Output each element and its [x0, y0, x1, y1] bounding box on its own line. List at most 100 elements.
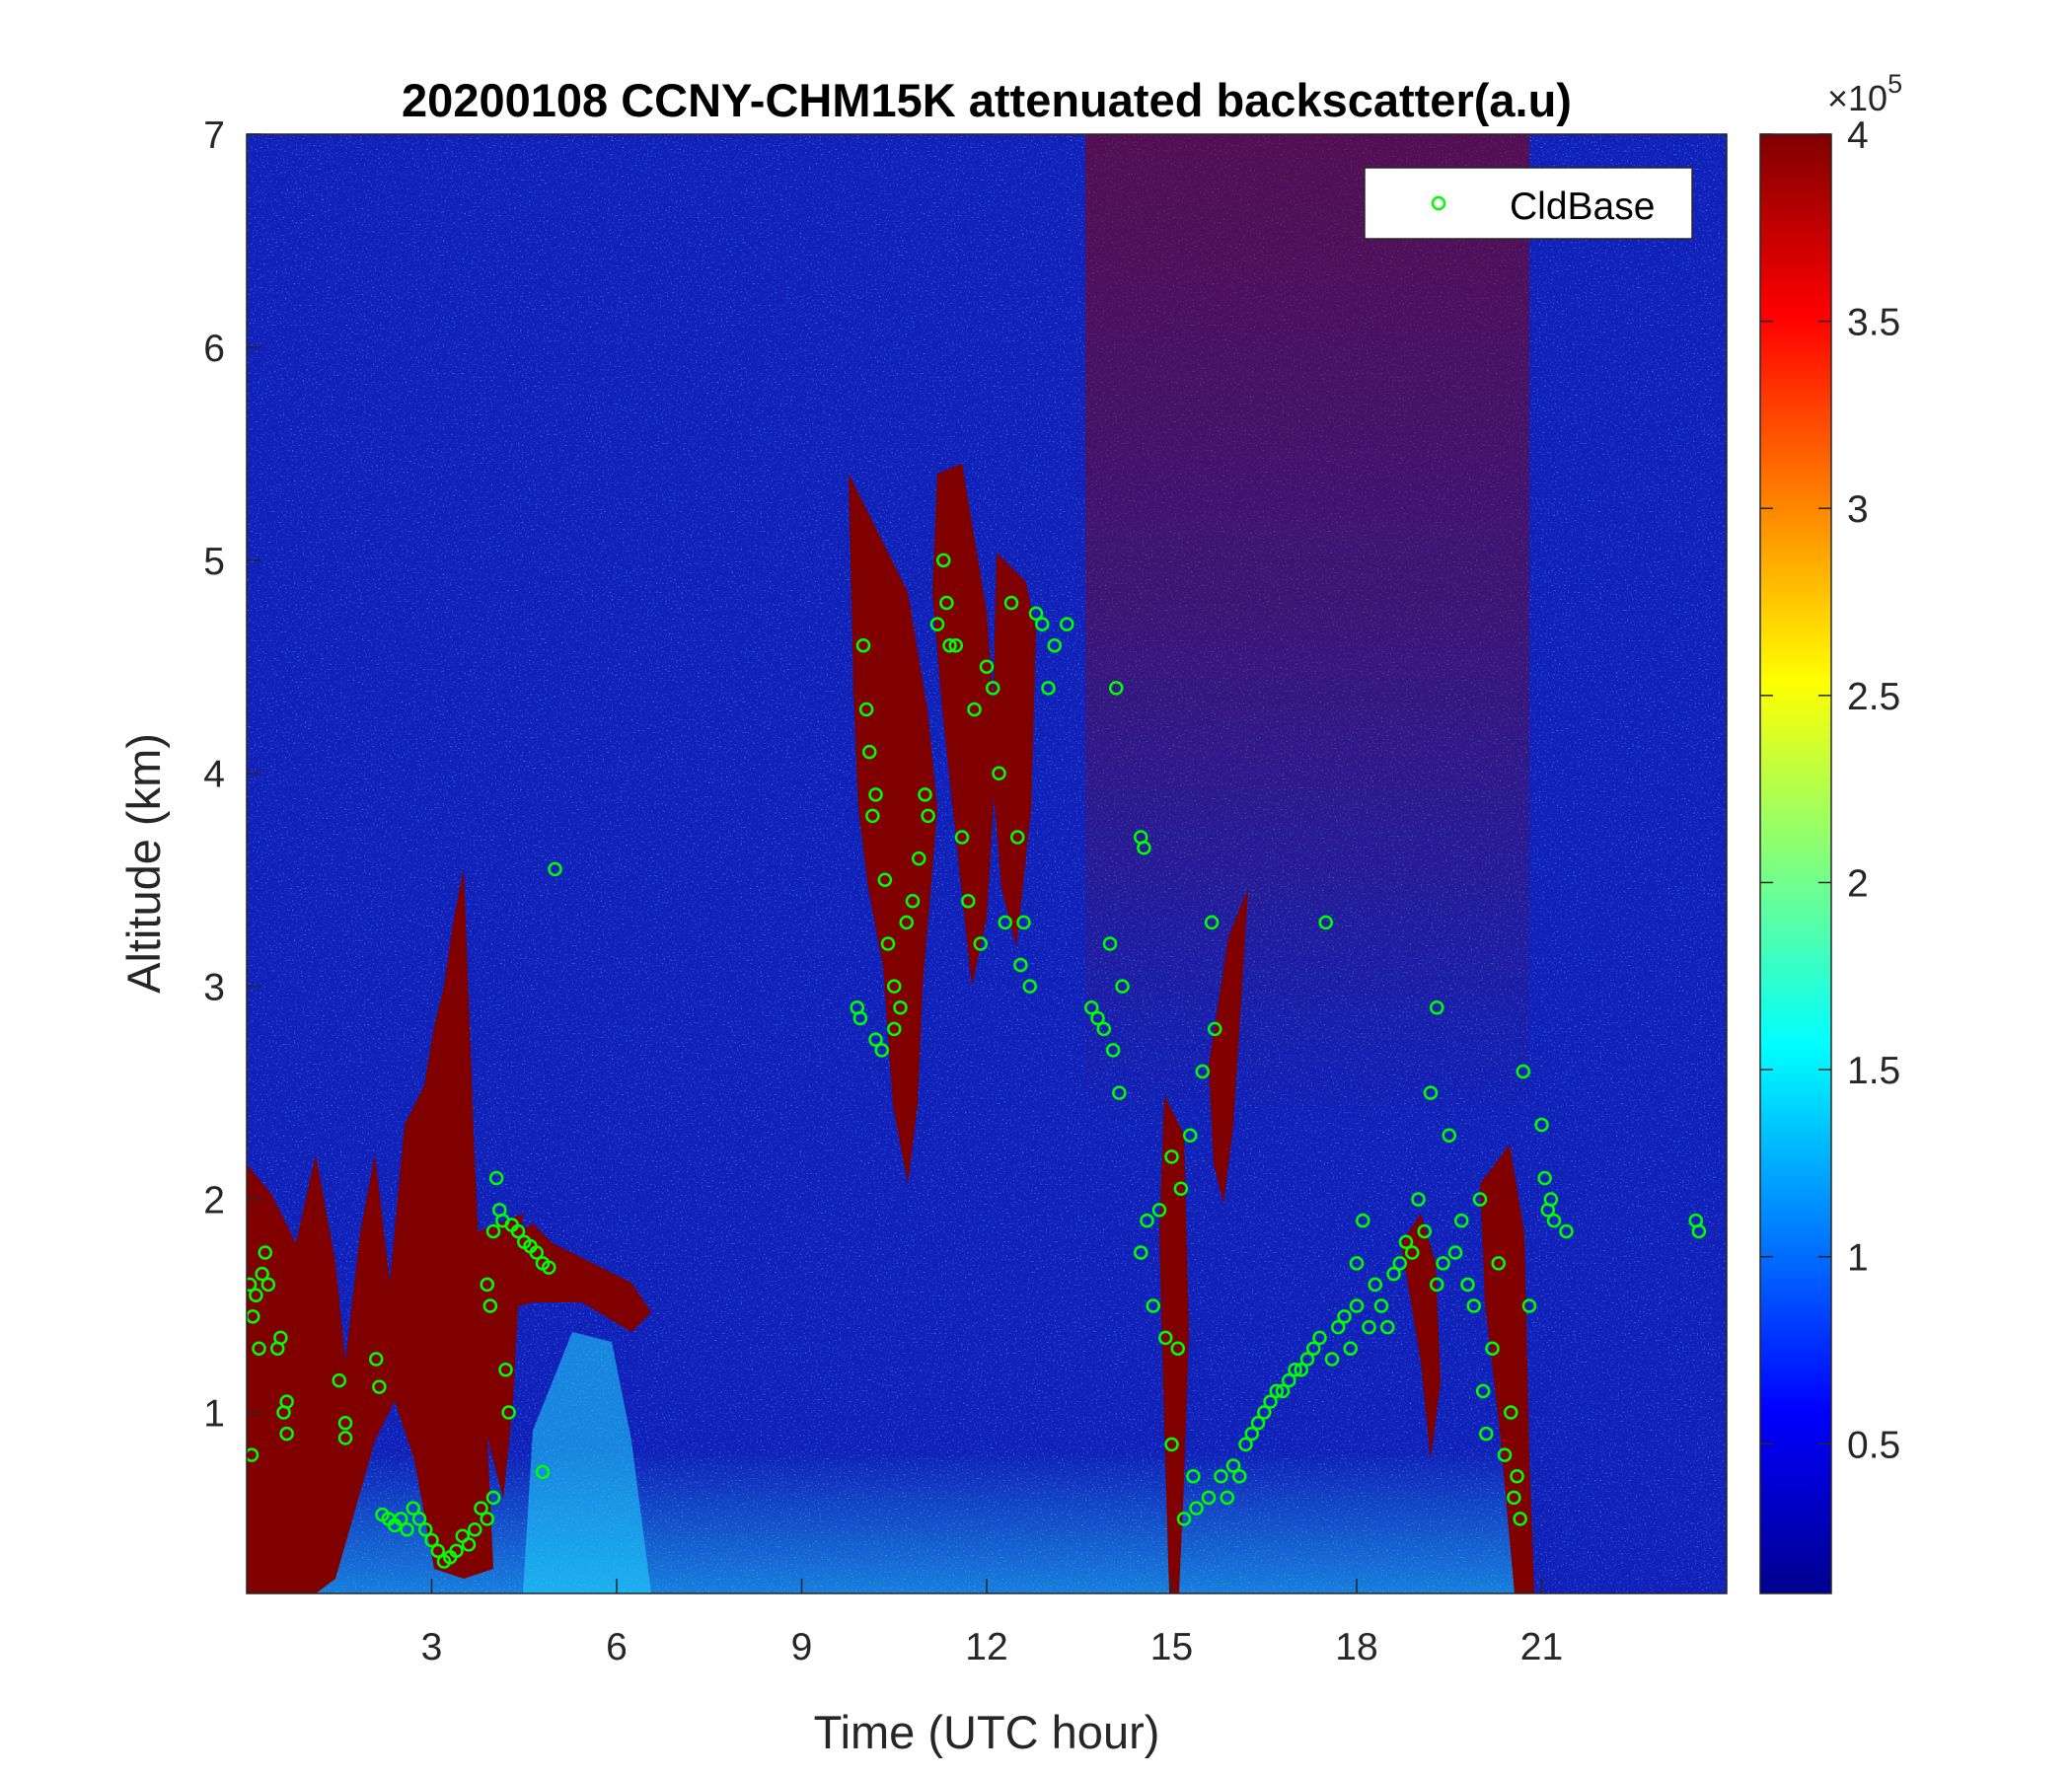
cldbase-point: [1537, 1170, 1552, 1186]
cldbase-point: [1356, 1213, 1370, 1228]
cldbase-point: [1349, 1256, 1365, 1271]
heatmap-cloud-midday: [849, 474, 937, 1184]
colorbar-tick-label: 4: [1847, 114, 1869, 157]
cldbase-point: [247, 1277, 258, 1293]
cldbase-point: [954, 830, 970, 845]
cldbase-point: [942, 637, 957, 653]
cldbase-point: [893, 999, 908, 1015]
colorbar-tick-label: 3: [1847, 488, 1869, 531]
cldbase-point: [501, 1405, 516, 1420]
cldbase-point: [1013, 957, 1028, 973]
colorbar-gradient: [1759, 133, 1832, 1594]
cldbase-point: [1516, 1064, 1530, 1079]
cldbase-point: [986, 681, 1000, 696]
cldbase-point: [1306, 1341, 1321, 1356]
colorbar-ticks: 0.5 1 1.5 2 2.5 3 3.5 4: [1760, 114, 1900, 1466]
cldbase-point: [337, 1431, 353, 1445]
colorbar-tick-label: 2: [1847, 862, 1869, 905]
cldbase-point: [424, 1532, 439, 1548]
cldbase-point: [1250, 1416, 1266, 1431]
cldbase-point: [1442, 1128, 1456, 1144]
cldbase-point: [939, 595, 954, 611]
cldbase-point: [1105, 1043, 1121, 1058]
cldbase-point: [1691, 1223, 1707, 1239]
cldbase-point: [1186, 1468, 1201, 1484]
cldbase-point: [1102, 936, 1118, 951]
cldbase-point: [273, 1330, 288, 1346]
cldbase-point: [874, 1043, 889, 1058]
cldbase-point: [1189, 1501, 1204, 1516]
heatmap-cloud-midday-2: [932, 464, 997, 987]
cldbase-point: [1386, 1266, 1401, 1282]
cldbase-point: [247, 1447, 259, 1462]
x-tick-label: 21: [1520, 1626, 1563, 1668]
cldbase-point: [877, 872, 893, 887]
cldbase-point: [1112, 1085, 1127, 1100]
cldbase-point: [1294, 1363, 1308, 1377]
cldbase-point: [468, 1521, 482, 1537]
cldbase-point: [1318, 915, 1333, 930]
heatmap-cloud-afternoon-2: [1209, 888, 1248, 1204]
y-tick-label: 6: [203, 328, 225, 370]
cldbase-point: [372, 1379, 387, 1394]
cldbase-points: [247, 553, 1707, 1569]
legend-marker-cldbase: [1431, 195, 1446, 211]
cldbase-point: [1208, 1021, 1222, 1037]
cldbase-point: [1546, 1213, 1562, 1228]
cldbase-point: [279, 1426, 294, 1442]
y-tick-label: 7: [203, 114, 225, 157]
cldbase-point: [252, 1341, 266, 1356]
cldbase-point: [1016, 915, 1031, 930]
cldbase-point: [1134, 1245, 1148, 1260]
cldbase-point: [1472, 1192, 1488, 1207]
cldbase-point: [1475, 1383, 1491, 1399]
cldbase-point: [887, 1021, 902, 1037]
cldbase-point: [1140, 1213, 1154, 1228]
cldbase-point: [449, 1543, 464, 1559]
cldbase-point: [1411, 1192, 1426, 1207]
cldbase-point: [529, 1245, 544, 1260]
cldbase-point: [1096, 1021, 1111, 1037]
x-tick-label: 18: [1335, 1626, 1377, 1668]
x-tick-label: 9: [791, 1626, 813, 1668]
cldbase-point: [1559, 1223, 1574, 1239]
cldbase-point: [411, 1512, 427, 1526]
cldbase-point: [1164, 1437, 1179, 1452]
cldbase-point: [992, 766, 1006, 780]
cldbase-point: [482, 1298, 498, 1313]
cldbase-point: [1373, 1298, 1389, 1313]
colorbar-exponent-power: 5: [1887, 69, 1902, 99]
cldbase-point: [979, 659, 995, 675]
cldbase-point: [1454, 1213, 1469, 1228]
cldbase-point: [255, 1266, 269, 1282]
cldbase-point: [1204, 915, 1220, 930]
cldbase-point: [1521, 1298, 1537, 1313]
cldbase-point: [480, 1277, 494, 1293]
cldbase-point: [1060, 617, 1074, 631]
cldbase-point: [1479, 1426, 1494, 1442]
cldbase-point: [1405, 1245, 1420, 1260]
cldbase-point: [548, 861, 562, 877]
cldbase-point: [1244, 1426, 1259, 1442]
cldbase-point: [852, 1010, 868, 1026]
cldbase-point: [480, 1512, 494, 1526]
cldbase-point: [1491, 1256, 1506, 1271]
cldbase-point: [1299, 1352, 1315, 1367]
cldbase-point: [542, 1260, 556, 1275]
cldbase-point: [1035, 617, 1050, 631]
cldbase-point: [535, 1464, 551, 1480]
cldbase-point: [1343, 1341, 1358, 1356]
cldbase-point: [973, 936, 988, 951]
cldbase-point: [1109, 681, 1124, 696]
cldbase-point: [1430, 999, 1444, 1015]
x-axis-label: Time (UTC hour): [814, 1706, 1160, 1758]
cldbase-point: [1275, 1383, 1291, 1399]
cldbase-point: [474, 1501, 488, 1516]
cldbase-point: [258, 1245, 272, 1260]
cldbase-point: [1022, 979, 1037, 994]
cldbase-point: [1288, 1363, 1302, 1377]
cldbase-point: [862, 744, 877, 760]
x-axis-ticks: 3 6 9 12 15 18 21: [421, 1579, 1563, 1668]
cldbase-point: [1436, 1256, 1450, 1271]
cldbase-point: [1392, 1256, 1407, 1271]
